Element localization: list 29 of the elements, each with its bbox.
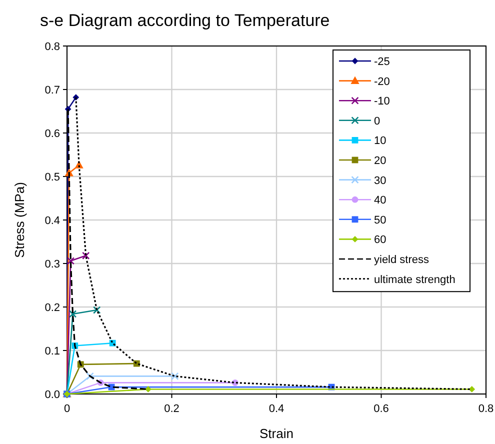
x-tick-label: 0	[64, 403, 70, 415]
legend-label: -25	[374, 56, 390, 68]
y-tick-label: 0.5	[44, 172, 60, 184]
x-tick-label: 0.2	[164, 403, 180, 415]
legend-label: 20	[374, 155, 386, 167]
y-tick-label: 0.2	[44, 302, 60, 314]
x-tick-label: 0.8	[478, 403, 494, 415]
legend-label: 60	[374, 234, 386, 246]
legend-label: -10	[374, 96, 390, 108]
legend-label: 40	[374, 194, 386, 207]
x-axis-title: Strain	[260, 426, 294, 441]
legend-label: 30	[374, 174, 386, 187]
legend-label: -20	[374, 76, 390, 88]
x-tick-label: 0.6	[374, 403, 389, 415]
y-tick-label: 0.3	[44, 258, 60, 270]
legend-label: ultimate strength	[374, 274, 456, 286]
y-tick-label: 0.0	[44, 389, 60, 401]
y-tick-label: 0.4	[44, 215, 60, 227]
legend-label: 10	[374, 135, 386, 148]
legend-label: 50	[374, 214, 386, 226]
legend-label: yield stress	[374, 254, 430, 266]
y-tick-label: 0.7	[44, 84, 60, 96]
y-tick-label: 0.1	[44, 346, 60, 358]
x-tick-label: 0.4	[268, 403, 284, 415]
chart-title: s-e Diagram according to Temperature	[40, 11, 330, 30]
y-tick-label: 0.6	[44, 128, 60, 140]
y-tick-label: 0.8	[44, 41, 60, 53]
y-axis-title: Stress (MPa)	[12, 182, 27, 258]
legend-label: 0	[374, 115, 380, 128]
